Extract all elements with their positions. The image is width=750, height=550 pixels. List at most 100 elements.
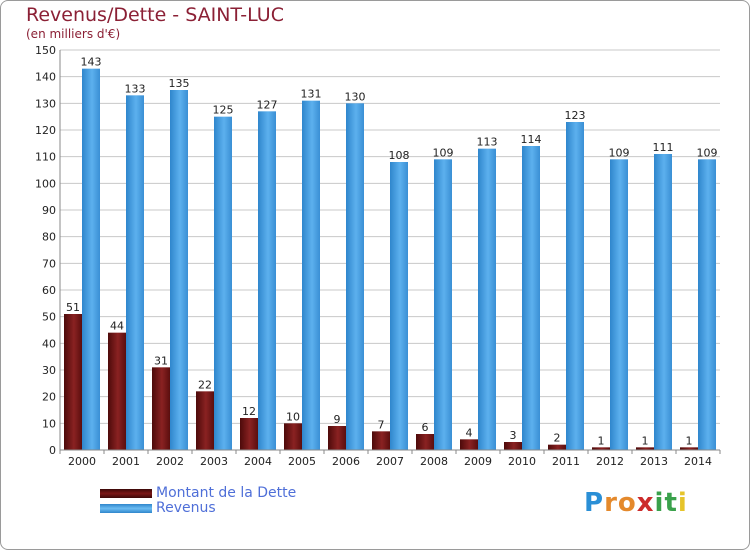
legend-swatch-debt xyxy=(100,489,152,498)
bar-debt-2008 xyxy=(416,434,434,450)
x-tick-label: 2014 xyxy=(684,455,712,468)
data-label-debt-2007: 7 xyxy=(378,418,385,431)
y-tick-label: 60 xyxy=(42,284,56,297)
data-label-revenus-2011: 123 xyxy=(565,109,586,122)
data-label-revenus-2014: 109 xyxy=(697,146,718,159)
y-tick-label: 30 xyxy=(42,364,56,377)
y-tick-label: 120 xyxy=(35,124,56,137)
data-label-debt-2013: 1 xyxy=(642,434,649,447)
data-label-debt-2003: 22 xyxy=(198,378,212,391)
bar-debt-2011 xyxy=(548,444,566,450)
data-label-revenus-2003: 125 xyxy=(213,104,234,117)
bar-debt-2001 xyxy=(108,332,126,450)
data-label-debt-2002: 31 xyxy=(154,354,168,367)
x-tick-label: 2001 xyxy=(112,455,140,468)
legend-label-debt: Montant de la Dette xyxy=(156,485,297,501)
y-tick-label: 130 xyxy=(35,97,56,110)
x-tick-label: 2011 xyxy=(552,455,580,468)
x-tick-label: 2002 xyxy=(156,455,184,468)
bar-revenus-2001 xyxy=(126,95,144,450)
data-label-debt-2009: 4 xyxy=(466,426,473,439)
y-tick-label: 70 xyxy=(42,257,56,270)
legend-label-revenus: Revenus xyxy=(156,500,216,516)
bar-revenus-2014 xyxy=(698,159,716,451)
bar-revenus-2000 xyxy=(82,68,100,451)
proxiti-logo: Proxiti xyxy=(584,488,688,518)
y-tick-label: 80 xyxy=(42,231,56,244)
y-tick-label: 10 xyxy=(42,417,56,430)
data-label-revenus-2001: 133 xyxy=(125,82,146,95)
bar-revenus-2002 xyxy=(170,90,188,450)
legend-swatch-revenus xyxy=(100,504,152,513)
bar-revenus-2009 xyxy=(478,148,496,450)
bar-debt-2006 xyxy=(328,426,346,450)
logo-letter: t xyxy=(664,488,678,518)
x-tick-label: 2013 xyxy=(640,455,668,468)
data-label-debt-2012: 1 xyxy=(598,434,605,447)
bar-debt-2004 xyxy=(240,418,258,450)
data-label-debt-2000: 51 xyxy=(66,301,80,314)
x-axis: 2000 2001 2002 2003 2004 2005 2006 2007 2008 2009… xyxy=(59,449,721,468)
data-label-debt-2001: 44 xyxy=(110,320,124,333)
bar-debt-2007 xyxy=(372,431,390,450)
bar-debt-2014 xyxy=(680,447,698,450)
data-label-revenus-2002: 135 xyxy=(169,77,190,90)
bars: 5114344133311352212512127101319130710861… xyxy=(64,56,718,451)
logo-letter: r xyxy=(604,488,618,518)
bar-revenus-2006 xyxy=(346,103,364,450)
data-label-revenus-2006: 130 xyxy=(345,90,366,103)
bar-debt-2002 xyxy=(152,367,170,450)
bar-debt-2000 xyxy=(64,314,82,450)
data-label-debt-2004: 12 xyxy=(242,405,256,418)
bar-revenus-2013 xyxy=(654,154,672,450)
bar-revenus-2012 xyxy=(610,159,628,451)
logo-letter: o xyxy=(617,488,637,518)
data-label-revenus-2009: 113 xyxy=(477,136,498,149)
x-tick-label: 2012 xyxy=(596,455,624,468)
x-tick-label: 2003 xyxy=(200,455,228,468)
x-tick-label: 2007 xyxy=(376,455,404,468)
x-tick-label: 2010 xyxy=(508,455,536,468)
y-tick-label: 20 xyxy=(42,391,56,404)
x-tick-label: 2004 xyxy=(244,455,272,468)
y-tick-label: 90 xyxy=(42,204,56,217)
data-label-revenus-2004: 127 xyxy=(257,98,278,111)
data-label-revenus-2007: 108 xyxy=(389,149,410,162)
x-tick-label: 2006 xyxy=(332,455,360,468)
bar-debt-2005 xyxy=(284,423,302,450)
y-tick-label: 0 xyxy=(49,444,56,457)
data-label-revenus-2012: 109 xyxy=(609,146,630,159)
bar-debt-2013 xyxy=(636,447,654,450)
logo-letter: x xyxy=(636,488,655,518)
bar-revenus-2008 xyxy=(434,159,452,451)
y-tick-label: 150 xyxy=(35,44,56,57)
y-tick-label: 100 xyxy=(35,177,56,190)
y-tick-label: 140 xyxy=(35,71,56,84)
data-label-revenus-2000: 143 xyxy=(81,56,102,69)
bar-debt-2012 xyxy=(592,447,610,450)
x-tick-label: 2005 xyxy=(288,455,316,468)
bar-revenus-2011 xyxy=(566,122,584,450)
chart-title: Revenus/Dette - SAINT-LUC xyxy=(26,4,284,26)
data-label-revenus-2008: 109 xyxy=(433,146,454,159)
y-tick-label: 110 xyxy=(35,151,56,164)
data-label-revenus-2013: 111 xyxy=(653,141,674,154)
x-tick-label: 2000 xyxy=(68,455,96,468)
x-tick-label: 2009 xyxy=(464,455,492,468)
y-tick-label: 40 xyxy=(42,337,56,350)
logo-letter: P xyxy=(584,488,605,518)
y-tick-label: 50 xyxy=(42,311,56,324)
bar-debt-2010 xyxy=(504,442,522,450)
bar-revenus-2004 xyxy=(258,111,276,450)
y-axis: 0 10 20 30 40 50 60 70 80 90 100 110 120 130 140 150 xyxy=(35,44,61,457)
data-label-debt-2006: 9 xyxy=(334,413,341,426)
logo-letter: i xyxy=(677,488,688,518)
logo-letter: i xyxy=(654,488,665,518)
bar-revenus-2010 xyxy=(522,146,540,450)
data-label-debt-2005: 10 xyxy=(286,410,300,423)
data-label-debt-2014: 1 xyxy=(686,434,693,447)
data-label-debt-2010: 3 xyxy=(510,429,517,442)
bar-revenus-2005 xyxy=(302,100,320,451)
x-tick-label: 2008 xyxy=(420,455,448,468)
